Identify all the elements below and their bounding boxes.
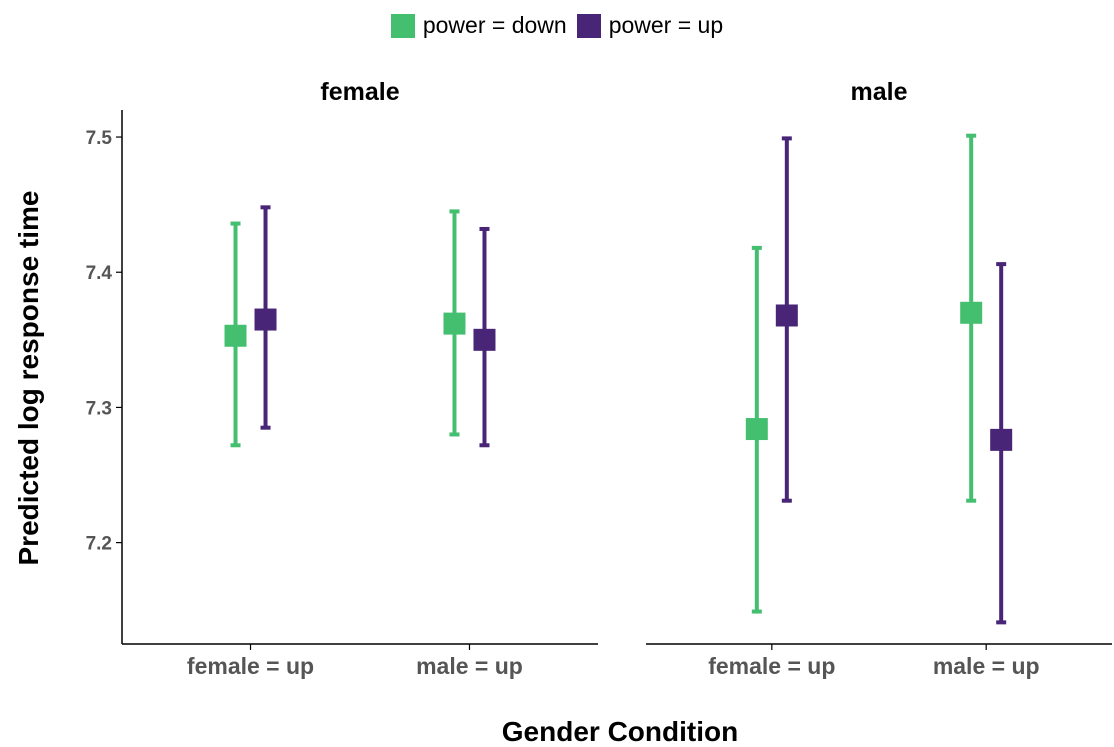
legend-item-power-up: power = up (576, 12, 724, 39)
legend: power = down power = up (0, 12, 1114, 39)
y-tick-label: 7.4 (86, 263, 113, 284)
point-power-down (745, 418, 768, 441)
point-power-up (254, 308, 277, 331)
point-power-down (224, 324, 247, 347)
y-tick-label: 7.5 (86, 128, 113, 149)
legend-label-power-down: power = down (422, 12, 567, 38)
x-tick-label: female = up (708, 653, 835, 679)
legend-label-power-up: power = up (608, 12, 724, 38)
y-tick-label: 7.3 (86, 398, 112, 419)
y-axis-title: Predicted log response time (13, 191, 44, 566)
legend-swatch-power-down (390, 13, 415, 38)
x-tick-label: female = up (187, 653, 314, 679)
point-power-up (473, 328, 496, 351)
point-power-down (960, 301, 983, 324)
point-power-down (443, 312, 466, 335)
x-tick-label: male = up (933, 653, 1040, 679)
point-power-up (990, 428, 1013, 451)
legend-swatch-power-up (576, 13, 601, 38)
y-tick-label: 7.2 (86, 534, 112, 555)
point-power-up (775, 304, 798, 327)
legend-item-power-down: power = down (390, 12, 567, 39)
x-tick-label: male = up (416, 653, 523, 679)
facet-title-male: male (851, 78, 908, 106)
facet-title-female: female (320, 78, 399, 106)
x-axis-title: Gender Condition (502, 716, 738, 747)
